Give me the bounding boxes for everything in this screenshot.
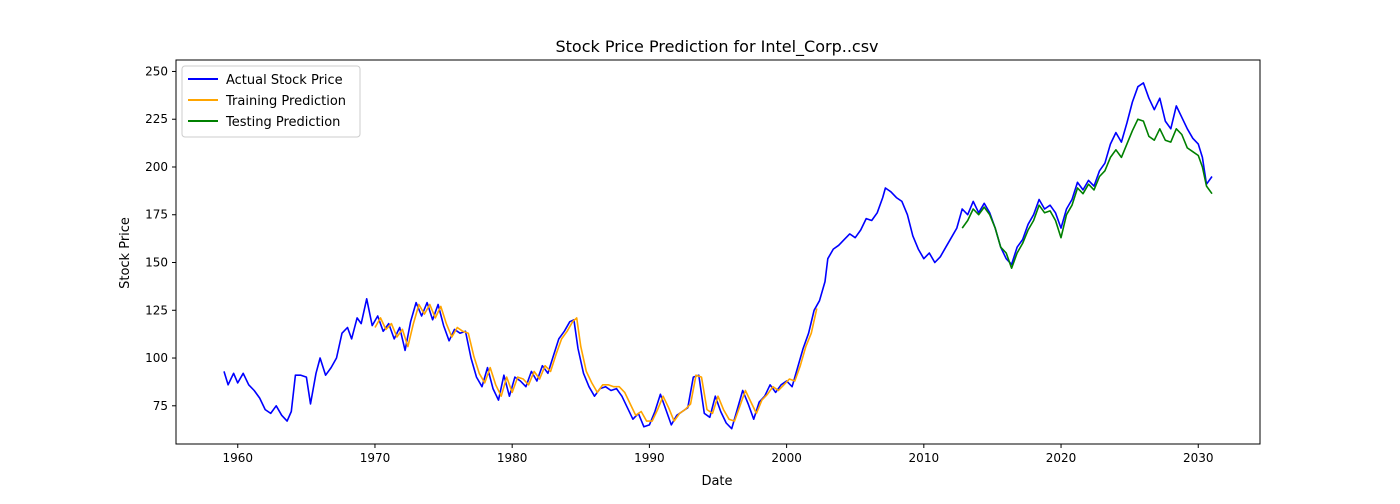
series-line-testing-prediction [961, 118, 1213, 269]
legend: Actual Stock Price Training Prediction Tes… [181, 65, 361, 138]
y-axis: 75 100 125 150 175 200 225 250 [145, 64, 176, 413]
series-line-actual-stock-price [223, 82, 1213, 430]
y-tick-label: 175 [145, 208, 168, 222]
x-tick-label: 1980 [497, 451, 528, 465]
y-tick-label: 75 [153, 399, 168, 413]
x-tick-label: 2030 [1183, 451, 1214, 465]
y-tick-label: 200 [145, 160, 168, 174]
legend-label: Testing Prediction [225, 115, 340, 130]
y-tick-label: 225 [145, 112, 168, 126]
x-tick-label: 1990 [634, 451, 665, 465]
plot-frame [175, 59, 1261, 445]
x-tick-label: 1970 [360, 451, 391, 465]
x-tick-label: 1960 [222, 451, 253, 465]
y-tick-label: 125 [145, 303, 168, 317]
y-axis-label: Stock Price [118, 217, 133, 289]
x-axis-label: Date [701, 474, 732, 489]
series-line-training-prediction [374, 303, 818, 422]
y-tick-label: 250 [145, 64, 168, 78]
chart-title: Stock Price Prediction for Intel_Corp..c… [555, 37, 878, 57]
x-tick-label: 2000 [771, 451, 802, 465]
y-tick-label: 150 [145, 256, 168, 270]
x-tick-label: 2020 [1046, 451, 1077, 465]
legend-box [181, 65, 361, 138]
plot-area [175, 59, 1261, 445]
x-tick-label: 2010 [909, 451, 940, 465]
legend-label: Training Prediction [225, 94, 346, 109]
x-axis: 1960 1970 1980 1990 2000 2010 2020 2030 [222, 444, 1214, 465]
y-tick-label: 100 [145, 351, 168, 365]
legend-label: Actual Stock Price [226, 73, 343, 88]
